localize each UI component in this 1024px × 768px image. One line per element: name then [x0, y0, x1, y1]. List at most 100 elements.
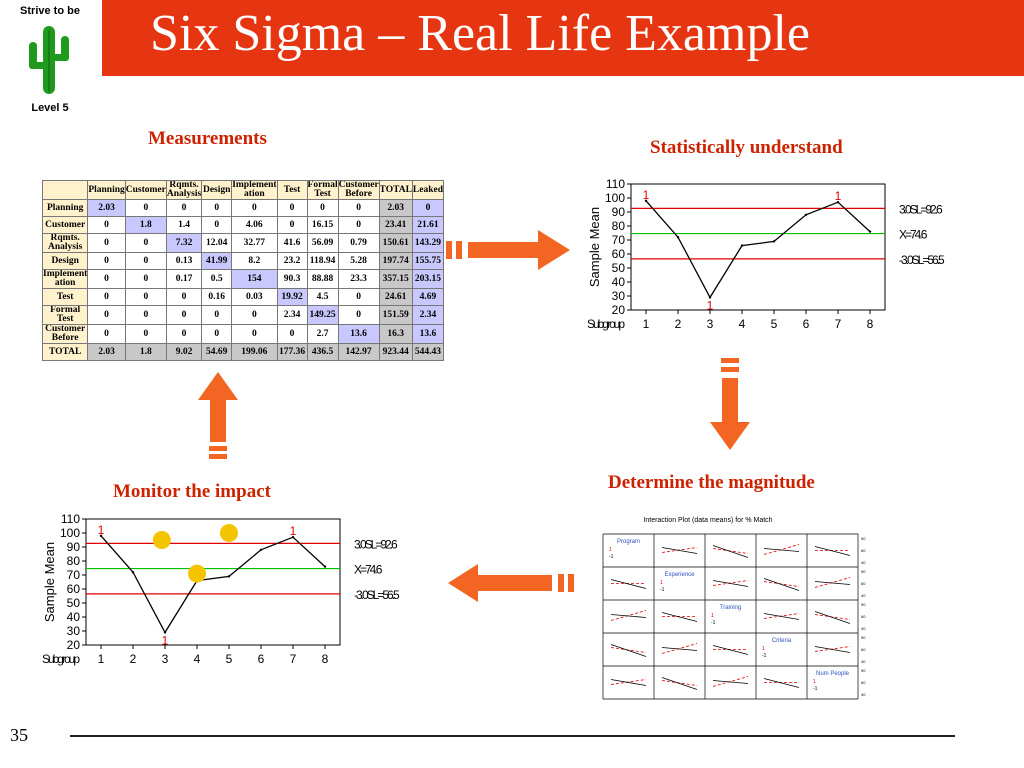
- matrix-cell: 1.8: [124, 343, 167, 361]
- y-tick-label: 20: [67, 638, 81, 652]
- matrix-cell: 0: [201, 324, 233, 344]
- data-point: [836, 201, 840, 204]
- matrix-cell: 0: [306, 199, 339, 217]
- data-line: [100, 535, 326, 634]
- series-line-minus1: [763, 613, 800, 620]
- factor-label: Experience: [664, 572, 695, 578]
- matrix-col-header: Customer Before: [337, 180, 380, 200]
- x-axis-label: Subgroup: [42, 652, 80, 666]
- x-tick-label: 7: [290, 652, 297, 666]
- matrix-col-header: Formal Test: [306, 180, 339, 200]
- series-line-minus1: [814, 611, 851, 624]
- x-tick-label: 5: [771, 317, 778, 331]
- matrix-cell: 0: [337, 305, 380, 325]
- highlight-point: [220, 524, 238, 542]
- center-label: X=74.6: [899, 228, 928, 242]
- matrix-cell: 16.15: [306, 216, 339, 234]
- series-line-1: [712, 580, 749, 586]
- matrix-cell: 41.99: [201, 252, 233, 270]
- matrix-cell: 0.17: [165, 269, 203, 289]
- matrix-cell: 41.6: [276, 233, 308, 253]
- series-line-minus1: [610, 644, 647, 657]
- matrix-cell: 54.69: [201, 343, 233, 361]
- matrix-cell: 0: [165, 305, 203, 325]
- title-banner: [102, 0, 1024, 76]
- cactus-icon: [29, 26, 69, 94]
- data-point: [291, 536, 295, 539]
- logo-bottom-text: Level 5: [31, 102, 69, 114]
- series-line-1: [610, 610, 647, 621]
- legend-level: 1: [762, 646, 765, 652]
- factor-label: Training: [720, 605, 741, 611]
- interaction-title: Interaction Plot (data means) for % Matc…: [643, 517, 772, 524]
- matrix-cell: 2.03: [87, 199, 126, 217]
- arrow-down-icon: [710, 358, 750, 450]
- series-line-minus1: [661, 547, 698, 554]
- series-line-1: [763, 581, 800, 587]
- matrix-col-header: Leaked: [411, 180, 445, 200]
- y-tick-label: 80: [67, 554, 81, 568]
- matrix-row-header: Customer: [41, 216, 89, 234]
- right-tick-label: 90: [861, 668, 866, 673]
- matrix-cell: 1.8: [124, 216, 167, 234]
- x-tick-label: 3: [162, 652, 169, 666]
- matrix-col-header: TOTAL: [378, 180, 413, 200]
- center-label: X=74.6: [354, 563, 383, 577]
- right-tick-label: 60: [861, 680, 866, 685]
- matrix-row: Formal Test 0 0 0 0 0 2.34 149.25 0 151.59 2.34: [41, 305, 445, 325]
- matrix-cell: 23.2: [276, 252, 308, 270]
- right-tick-label: 60: [861, 581, 866, 586]
- matrix-cell: 2.03: [378, 199, 413, 217]
- y-tick-label: 60: [67, 582, 81, 596]
- matrix-row-header: Implement ation: [41, 269, 89, 289]
- matrix-cell: 0: [337, 199, 380, 217]
- matrix-cell: 0: [124, 305, 167, 325]
- matrix-row: Customer 0 1.8 1.4 0 4.06 0 16.15 0 23.41 21.61: [41, 216, 445, 234]
- measurement-matrix: Planning Customer Rqmts. Analysis Design Imp…: [41, 180, 445, 361]
- matrix-cell: 0.79: [337, 233, 380, 253]
- y-tick-label: 90: [67, 540, 81, 554]
- matrix-row-header: TOTAL: [41, 343, 89, 361]
- series-line-minus1: [712, 645, 749, 655]
- matrix-cell: 0: [165, 324, 203, 344]
- matrix-cell: 0: [201, 305, 233, 325]
- matrix-cell: 357.15: [378, 269, 413, 289]
- matrix-cell: 90.3: [276, 269, 308, 289]
- matrix-cell: 2.7: [306, 324, 339, 344]
- matrix-cell: 2.34: [411, 305, 445, 325]
- y-tick-label: 60: [612, 247, 626, 261]
- series-line-minus1: [610, 579, 647, 589]
- series-line-minus1: [661, 612, 698, 622]
- x-tick-label: 2: [130, 652, 137, 666]
- series-line-minus1: [712, 580, 749, 587]
- matrix-row-header: Design: [41, 252, 89, 270]
- matrix-col-header: Rqmts. Analysis: [165, 180, 203, 200]
- matrix-cell: 4.06: [231, 216, 278, 234]
- right-tick-label: 90: [861, 602, 866, 607]
- matrix-row-header: Test: [41, 288, 89, 306]
- right-tick-label: 90: [861, 536, 866, 541]
- label-determine-magnitude: Determine the magnitude: [608, 472, 815, 493]
- data-point: [163, 631, 167, 634]
- legend-level: -1: [609, 554, 614, 560]
- right-tick-label: 90: [861, 569, 866, 574]
- series-line-1: [661, 680, 698, 686]
- matrix-row-header: Rqmts. Analysis: [41, 233, 89, 253]
- plot-frame: [85, 518, 341, 646]
- matrix-cell: 143.29: [411, 233, 445, 253]
- label-monitor-impact: Monitor the impact: [113, 481, 271, 502]
- matrix-cell: 32.77: [231, 233, 278, 253]
- legend-level: -1: [813, 686, 818, 692]
- series-line-1: [661, 547, 698, 553]
- series-line-minus1: [712, 545, 749, 558]
- x-tick-label: 6: [803, 317, 810, 331]
- series-line-minus1: [814, 546, 851, 556]
- data-line: [645, 200, 871, 299]
- x-axis-label: Subgroup: [587, 317, 625, 331]
- series-line-1: [712, 548, 749, 554]
- series-line-1: [610, 647, 647, 653]
- matrix-cell: 203.15: [411, 269, 445, 289]
- series-line-minus1: [763, 548, 800, 552]
- matrix-cell: 154: [231, 269, 278, 289]
